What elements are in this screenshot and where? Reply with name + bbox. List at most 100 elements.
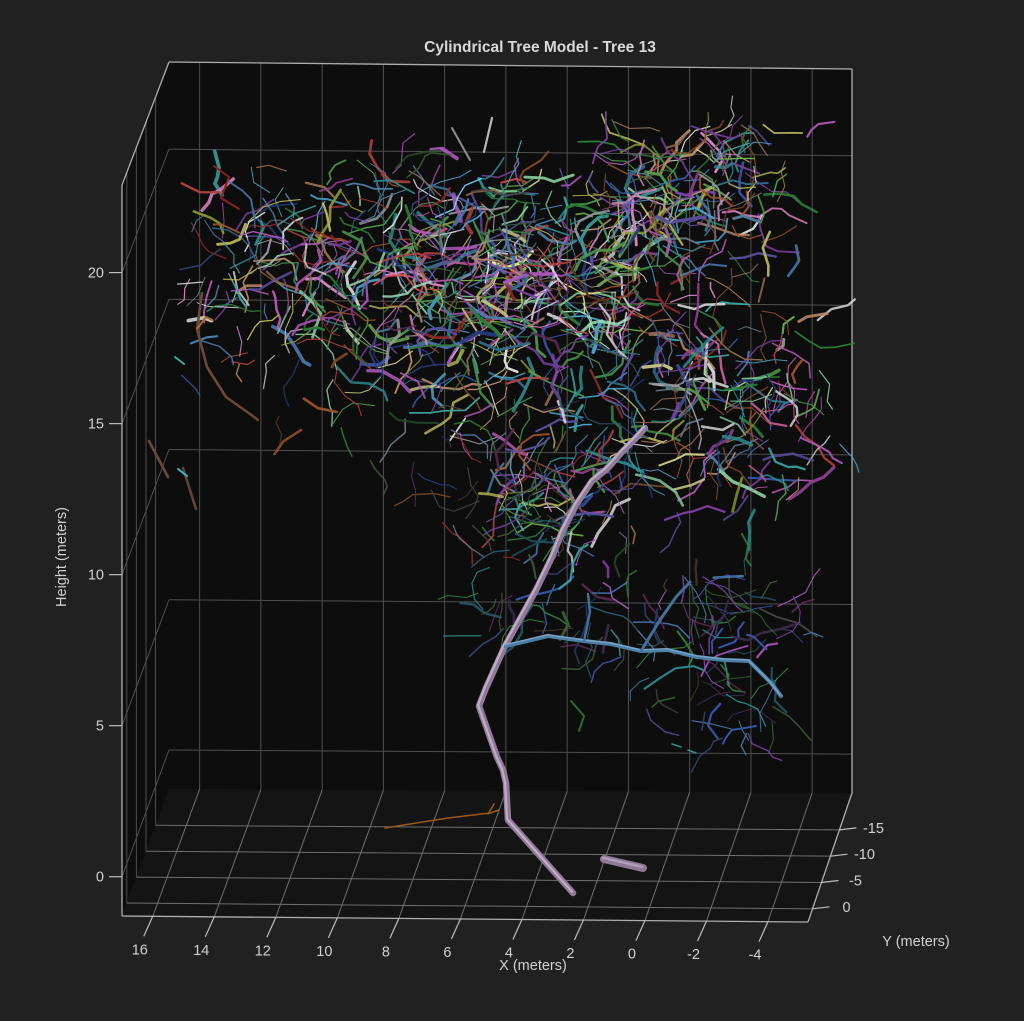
- branch-segment: [747, 125, 770, 146]
- branch-segment: [594, 151, 641, 175]
- branch-segment: [392, 133, 416, 174]
- branch-segment: [686, 329, 728, 369]
- left-orange-elbow: [196, 316, 213, 330]
- branch-segment: [437, 592, 479, 600]
- branch-segment: [382, 196, 403, 234]
- branch-segment: [246, 314, 279, 341]
- branch-segment: [713, 209, 720, 252]
- branch-segment: [379, 418, 407, 463]
- branch-segment: [446, 348, 465, 368]
- branch-segment: [489, 432, 507, 462]
- branch-segment: [558, 543, 589, 590]
- branch-segment: [641, 469, 677, 480]
- branch-segment: [262, 355, 276, 390]
- branch-segment: [748, 410, 765, 450]
- x-tick-label: 2: [566, 946, 574, 962]
- branch-segment: [284, 292, 294, 347]
- branch-segment: [382, 280, 432, 298]
- z-tick-label: 15: [88, 417, 104, 433]
- branch-segment: [560, 175, 582, 187]
- branch-segment: [519, 242, 537, 288]
- branch-segment: [702, 192, 736, 203]
- branch-segment: [544, 261, 572, 266]
- branch-segment: [538, 271, 556, 309]
- branch-segment: [271, 324, 312, 367]
- branch-segment: [728, 192, 756, 211]
- branch-segment: [583, 397, 622, 425]
- branch-segment: [572, 190, 608, 197]
- branch-segment: [398, 246, 462, 274]
- branch-segment: [507, 518, 551, 541]
- branch-segment: [345, 182, 394, 190]
- branch-segment: [683, 168, 710, 182]
- branch-segment: [429, 286, 444, 314]
- x-axis-edge: [121, 915, 809, 923]
- branch-segment: [746, 508, 756, 552]
- branch-segment: [552, 365, 569, 385]
- branch-segment: [332, 402, 376, 425]
- branch-segment: [627, 169, 664, 187]
- branch-segment: [417, 472, 457, 490]
- branch-segment: [486, 462, 505, 495]
- branch-segment: [799, 436, 843, 465]
- x-tick-mark: [389, 918, 400, 939]
- branch-segment: [394, 148, 441, 169]
- z-tick-label: 20: [88, 266, 104, 282]
- branch-segment: [746, 439, 769, 458]
- floor-grid-y: [136, 876, 822, 884]
- branch-segment: [535, 418, 578, 433]
- branch-segment: [539, 204, 563, 210]
- floor-grid-x: [706, 792, 752, 922]
- floor-grid-x: [213, 789, 262, 917]
- branch-segment: [530, 194, 536, 219]
- branch-segment: [437, 405, 464, 411]
- branch-segment: [508, 515, 519, 535]
- branch-segment: [679, 125, 711, 157]
- branch-segment: [741, 460, 771, 500]
- branch-segment: [513, 309, 564, 329]
- branch-segment: [452, 365, 470, 392]
- branch-segment: [689, 671, 699, 702]
- branch-segment: [786, 244, 801, 278]
- branch-segment: [460, 277, 518, 283]
- branch-segment: [783, 392, 825, 416]
- branch-segment: [248, 271, 293, 291]
- branch-segment: [665, 184, 684, 202]
- x-tick-mark: [450, 918, 461, 940]
- branch-segment: [730, 394, 773, 402]
- branch-segment: [691, 583, 700, 639]
- branch-segment: [351, 326, 369, 366]
- branch-segment: [519, 257, 574, 278]
- branch-segment: [484, 380, 499, 416]
- branch-segment: [495, 475, 519, 506]
- x-tick-mark: [327, 917, 338, 939]
- branch-segment: [675, 427, 705, 461]
- branch-segment: [482, 510, 527, 537]
- branch-segment: [247, 199, 301, 223]
- branch-segment: [408, 170, 442, 197]
- branch-segment: [659, 129, 691, 175]
- branch-segment: [600, 113, 646, 147]
- branch-segment: [405, 326, 426, 337]
- cut-log-segment-highlight: [601, 856, 644, 869]
- branch-segment: [464, 403, 494, 418]
- branch-segment: [660, 137, 695, 183]
- branch-segment: [651, 397, 700, 424]
- branch-segment: [459, 432, 473, 460]
- branch-segment: [641, 363, 673, 371]
- branch-segment: [637, 630, 656, 662]
- branch-segment: [673, 370, 694, 419]
- branch-segment: [504, 436, 551, 454]
- branch-segment: [761, 403, 795, 413]
- branch-segment: [474, 286, 508, 310]
- branch-segment: [720, 663, 746, 693]
- branch-segment: [719, 416, 747, 436]
- branch-segment: [532, 442, 547, 486]
- y-tick-label: -15: [863, 821, 884, 837]
- branch-segment: [747, 732, 783, 762]
- branch-segment: [761, 225, 798, 243]
- branch-segment: [501, 206, 529, 226]
- branch-segment: [691, 720, 733, 730]
- branch-segment: [743, 548, 751, 576]
